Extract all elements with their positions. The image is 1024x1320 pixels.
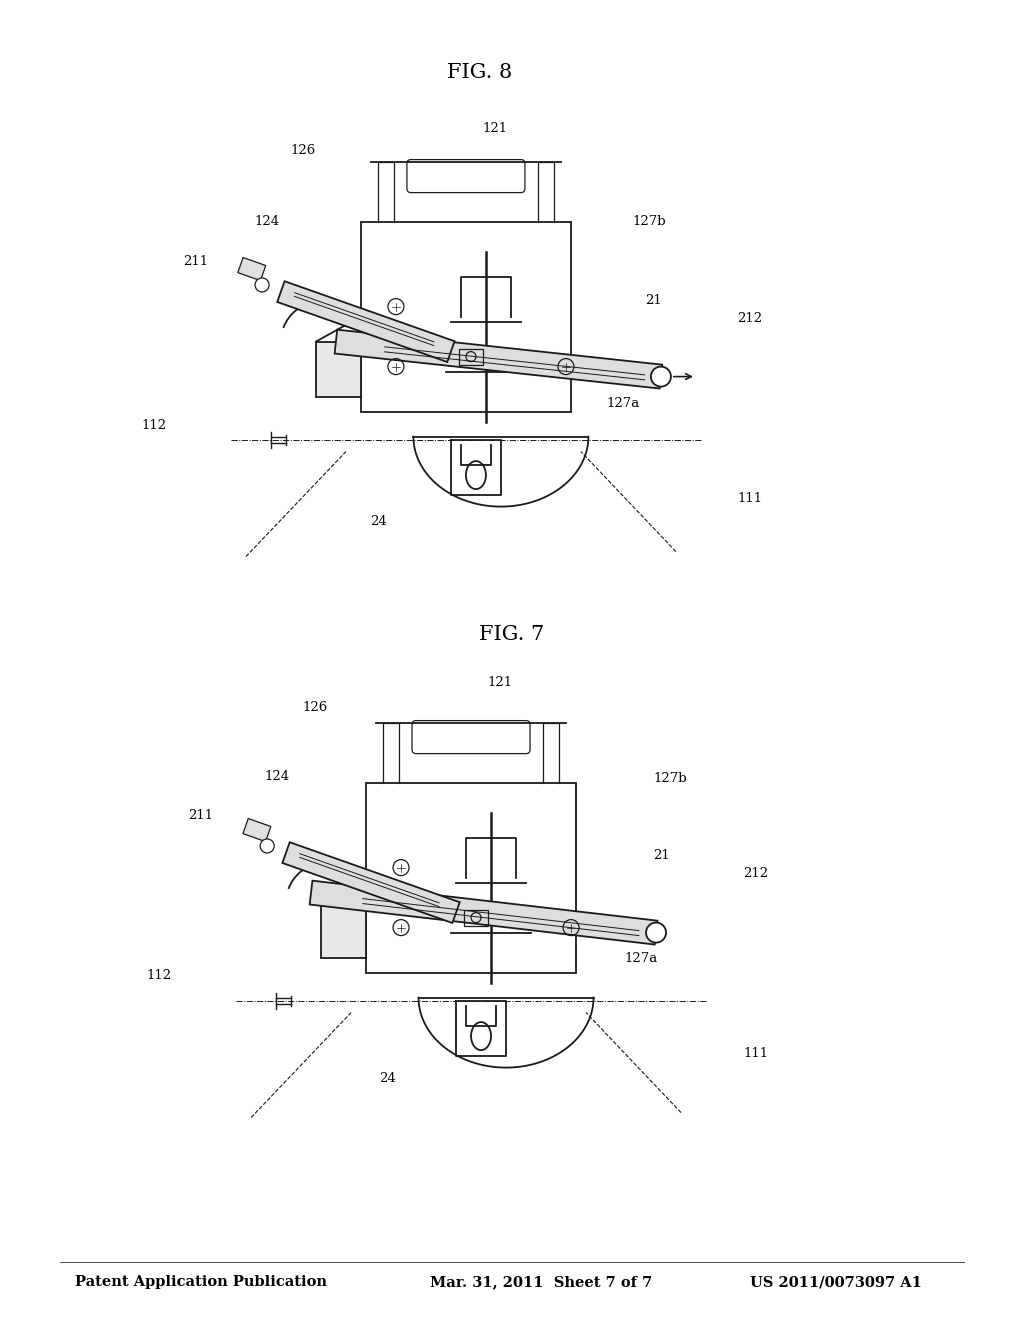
Text: 121: 121: [482, 121, 507, 135]
Text: 212: 212: [737, 312, 763, 325]
Text: 127b: 127b: [633, 215, 667, 228]
Text: Patent Application Publication: Patent Application Publication: [75, 1275, 327, 1290]
Text: 112: 112: [146, 969, 172, 982]
Polygon shape: [309, 880, 657, 945]
Text: 127a: 127a: [606, 397, 639, 411]
Bar: [464, 909, 488, 925]
Bar: [360, 222, 571, 412]
Text: Mar. 31, 2011  Sheet 7 of 7: Mar. 31, 2011 Sheet 7 of 7: [430, 1275, 652, 1290]
Text: 111: 111: [737, 492, 763, 506]
Circle shape: [255, 279, 269, 292]
Text: FIG. 8: FIG. 8: [447, 63, 513, 82]
Text: 127b: 127b: [653, 772, 687, 785]
Circle shape: [646, 923, 666, 942]
Text: 121: 121: [487, 676, 512, 689]
Text: US 2011/0073097 A1: US 2011/0073097 A1: [750, 1275, 922, 1290]
Text: 212: 212: [743, 867, 769, 880]
Text: 24: 24: [379, 1072, 395, 1085]
Text: 111: 111: [743, 1047, 769, 1060]
Text: 124: 124: [264, 770, 290, 783]
Bar: [238, 257, 266, 281]
Polygon shape: [283, 842, 460, 923]
Text: FIG. 7: FIG. 7: [479, 626, 545, 644]
Polygon shape: [278, 281, 455, 362]
Text: 211: 211: [182, 255, 208, 268]
Text: 24: 24: [371, 515, 387, 528]
Text: 126: 126: [302, 701, 328, 714]
Text: 21: 21: [645, 294, 662, 308]
Text: 127a: 127a: [625, 952, 657, 965]
Bar: [322, 903, 366, 957]
Text: 112: 112: [141, 418, 167, 432]
Circle shape: [260, 840, 274, 853]
Bar: [459, 348, 483, 364]
Text: 21: 21: [653, 849, 670, 862]
Polygon shape: [335, 330, 663, 388]
Bar: [366, 783, 577, 973]
Bar: [316, 342, 360, 396]
Text: 124: 124: [254, 215, 280, 228]
Text: 211: 211: [187, 809, 213, 822]
Circle shape: [651, 367, 671, 387]
Bar: [243, 818, 271, 842]
Text: 126: 126: [291, 144, 316, 157]
